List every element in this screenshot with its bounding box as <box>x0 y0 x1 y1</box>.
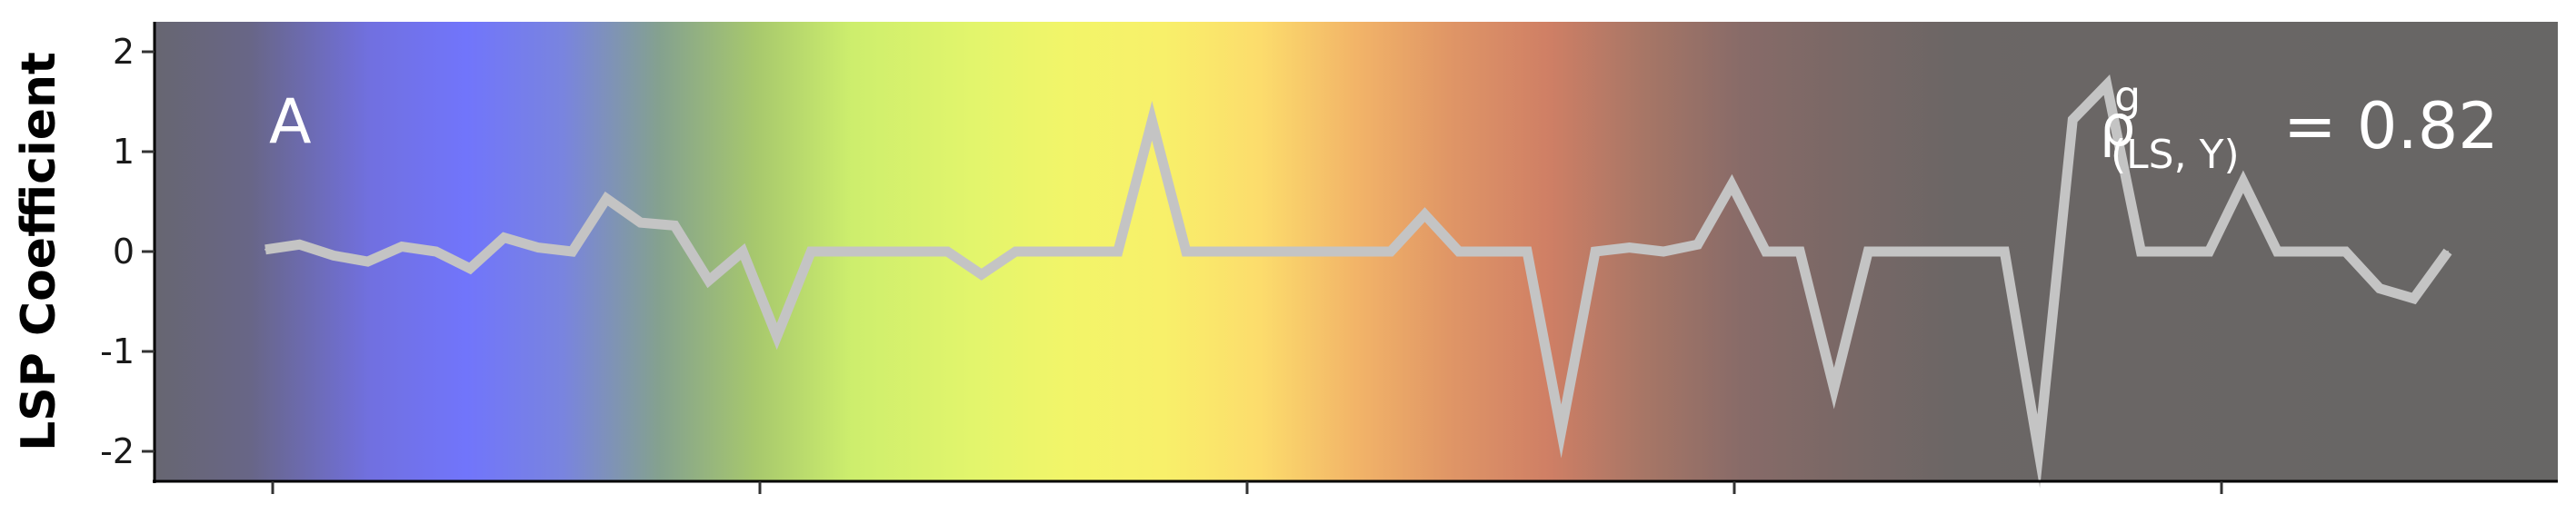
annotation-subscript: (LS, Y) <box>2111 132 2240 178</box>
data-point <box>1832 387 1835 390</box>
data-point <box>1287 251 1290 252</box>
data-point <box>2140 251 2142 252</box>
data-point <box>742 251 744 252</box>
data-point <box>1492 251 1494 252</box>
annotation-superscript: g <box>2114 72 2141 121</box>
data-point <box>1799 251 1802 252</box>
data-point <box>2208 251 2211 252</box>
data-point <box>844 251 846 252</box>
data-point <box>2072 118 2074 121</box>
data-point <box>1458 251 1460 252</box>
data-point <box>2412 297 2415 300</box>
data-point <box>2276 251 2279 252</box>
data-point <box>333 254 334 257</box>
data-point <box>1390 251 1392 252</box>
data-point <box>298 243 301 246</box>
data-point <box>1151 119 1153 122</box>
data-point <box>775 335 778 338</box>
data-point <box>1935 251 1938 252</box>
data-point <box>2003 251 2006 252</box>
data-point <box>1219 251 1222 252</box>
data-point <box>265 248 266 251</box>
series-line-layer <box>265 74 2452 489</box>
data-point <box>1696 243 1699 246</box>
data-point <box>537 246 540 249</box>
data-point <box>1594 251 1597 252</box>
data-point <box>1526 251 1529 252</box>
data-point <box>2105 84 2108 86</box>
data-point <box>1731 183 1733 186</box>
data-point <box>1014 251 1017 252</box>
panel-label: A <box>269 86 312 158</box>
data-point <box>1116 251 1119 252</box>
data-point <box>1355 251 1358 252</box>
data-point <box>946 251 949 252</box>
data-point <box>1901 251 1903 252</box>
data-point <box>810 251 813 252</box>
data-point <box>401 245 404 248</box>
data-point <box>1253 251 1255 252</box>
data-point <box>2379 287 2381 290</box>
data-point <box>707 279 710 282</box>
data-point <box>2173 251 2176 252</box>
data-point <box>1048 251 1051 252</box>
data-point <box>1322 251 1323 252</box>
data-point <box>1969 251 1972 252</box>
axes: 2 1 0 -1 -2 <box>100 22 2558 494</box>
data-point <box>2310 251 2312 252</box>
annotation-rho-symbol: ρ <box>2100 93 2135 159</box>
data-point <box>2037 450 2040 452</box>
data-point <box>469 267 472 270</box>
data-point <box>1628 246 1631 249</box>
data-point <box>1423 213 1426 216</box>
y-tick-label: 0 <box>113 232 135 272</box>
y-axis-label: LSP Coefficient <box>12 52 66 451</box>
data-point <box>878 251 881 252</box>
data-point <box>605 197 608 200</box>
data-point <box>674 224 676 227</box>
data-point <box>2242 181 2244 183</box>
y-tick-label: -1 <box>100 331 135 371</box>
data-point <box>1867 251 1870 252</box>
data-point <box>1764 251 1767 252</box>
data-point <box>571 251 574 252</box>
y-tick-label: -2 <box>100 431 135 471</box>
data-point <box>912 251 914 252</box>
data-point <box>639 222 642 224</box>
y-tick-label: 2 <box>113 32 135 72</box>
data-point <box>1083 251 1085 252</box>
annotation-value: = 0.82 <box>2283 89 2499 163</box>
data-point <box>1662 251 1665 252</box>
data-point <box>503 236 505 239</box>
correlation-annotation: ρ g (LS, Y) = 0.82 <box>2100 72 2499 178</box>
data-point <box>2447 251 2449 252</box>
data-point <box>980 273 983 276</box>
data-point <box>1184 251 1187 252</box>
data-point <box>434 251 437 252</box>
data-point <box>1560 430 1563 432</box>
data-point <box>366 261 369 262</box>
data-point <box>2344 251 2347 252</box>
y-tick-label: 1 <box>113 132 135 172</box>
